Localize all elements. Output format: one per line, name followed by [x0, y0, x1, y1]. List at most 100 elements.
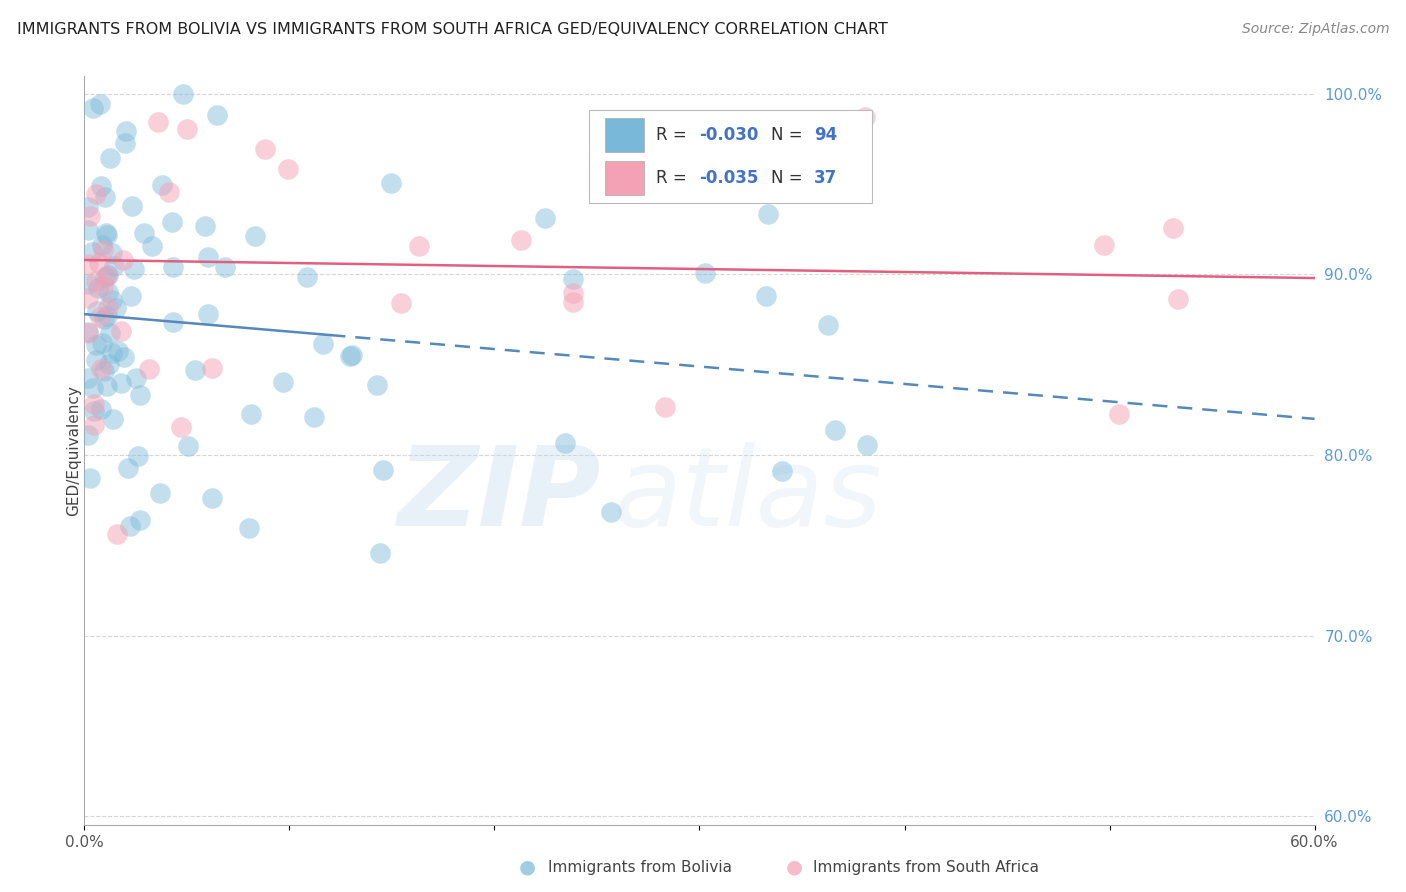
Point [824, 423, 846, 437]
Point [121, 199, 143, 213]
Point [304, 409, 326, 424]
Point [1167, 293, 1189, 307]
Point [87, 256, 110, 270]
Point [170, 420, 193, 434]
Point [128, 388, 150, 402]
Point [277, 162, 299, 177]
Point [79, 471, 101, 485]
Point [91, 238, 114, 252]
Point [104, 301, 127, 315]
Point [84, 274, 107, 288]
Point [87, 281, 110, 295]
Point [93, 189, 115, 203]
Point [77, 326, 100, 340]
Point [112, 350, 135, 364]
Point [89, 310, 111, 324]
Text: -0.030: -0.030 [700, 126, 759, 144]
Point [93, 364, 115, 378]
Point [86, 303, 108, 318]
Point [240, 407, 263, 421]
Point [184, 363, 207, 377]
Text: -0.035: -0.035 [700, 169, 759, 187]
Point [127, 450, 149, 464]
Point [197, 307, 219, 321]
Text: atlas: atlas [613, 442, 882, 549]
Text: ●: ● [786, 857, 803, 877]
Point [141, 239, 163, 253]
Point [77, 325, 100, 339]
Point [107, 343, 129, 358]
Text: 37: 37 [814, 169, 837, 187]
Text: Immigrants from Bolivia: Immigrants from Bolivia [548, 860, 733, 874]
Point [509, 234, 531, 248]
Point [243, 228, 266, 243]
Point [755, 289, 778, 303]
Point [114, 136, 136, 151]
Point [176, 122, 198, 136]
Point [89, 97, 111, 112]
Point [105, 526, 128, 541]
Point [768, 120, 790, 135]
Text: N =: N = [770, 169, 807, 187]
Point [122, 261, 145, 276]
Point [101, 411, 124, 425]
Point [83, 397, 105, 411]
Point [94, 226, 117, 240]
Point [366, 377, 388, 392]
Y-axis label: GED/Equivalency: GED/Equivalency [66, 385, 80, 516]
Point [391, 296, 413, 310]
Text: ●: ● [519, 857, 536, 877]
FancyBboxPatch shape [589, 110, 872, 203]
Point [98, 326, 121, 340]
Point [533, 211, 555, 225]
Point [1108, 407, 1130, 421]
Point [80, 244, 103, 259]
Point [149, 486, 172, 500]
Point [77, 222, 100, 236]
Point [693, 266, 716, 280]
Point [561, 295, 583, 310]
Point [96, 379, 118, 393]
Point [97, 301, 120, 315]
Point [201, 491, 224, 505]
Point [82, 101, 104, 115]
Point [654, 401, 676, 415]
Text: R =: R = [657, 169, 692, 187]
Text: IMMIGRANTS FROM BOLIVIA VS IMMIGRANTS FROM SOUTH AFRICA GED/EQUIVALENCY CORRELAT: IMMIGRANTS FROM BOLIVIA VS IMMIGRANTS FR… [17, 22, 887, 37]
Point [82, 381, 104, 395]
Point [77, 277, 100, 292]
Point [146, 115, 169, 129]
Point [79, 209, 101, 223]
Text: 94: 94 [814, 126, 837, 144]
Text: N =: N = [770, 126, 807, 144]
Text: ZIP: ZIP [398, 442, 602, 549]
Point [162, 260, 184, 275]
Point [98, 357, 121, 371]
Point [562, 285, 585, 300]
Point [273, 375, 295, 389]
Point [120, 289, 142, 303]
Text: R =: R = [657, 126, 692, 144]
Text: Source: ZipAtlas.com: Source: ZipAtlas.com [1241, 22, 1389, 37]
Point [340, 348, 363, 362]
Point [160, 214, 183, 228]
Point [770, 464, 793, 478]
Point [97, 285, 120, 299]
Point [117, 461, 139, 475]
Point [177, 439, 200, 453]
FancyBboxPatch shape [605, 118, 644, 152]
Point [297, 269, 319, 284]
Point [91, 244, 114, 258]
Point [197, 250, 219, 264]
Point [124, 371, 146, 385]
Point [134, 227, 156, 241]
Point [93, 311, 115, 326]
Point [138, 361, 160, 376]
Point [90, 401, 112, 416]
Point [103, 260, 125, 274]
Point [408, 239, 430, 253]
Point [312, 337, 335, 351]
Point [83, 417, 105, 432]
Point [100, 345, 122, 359]
Point [77, 292, 100, 306]
